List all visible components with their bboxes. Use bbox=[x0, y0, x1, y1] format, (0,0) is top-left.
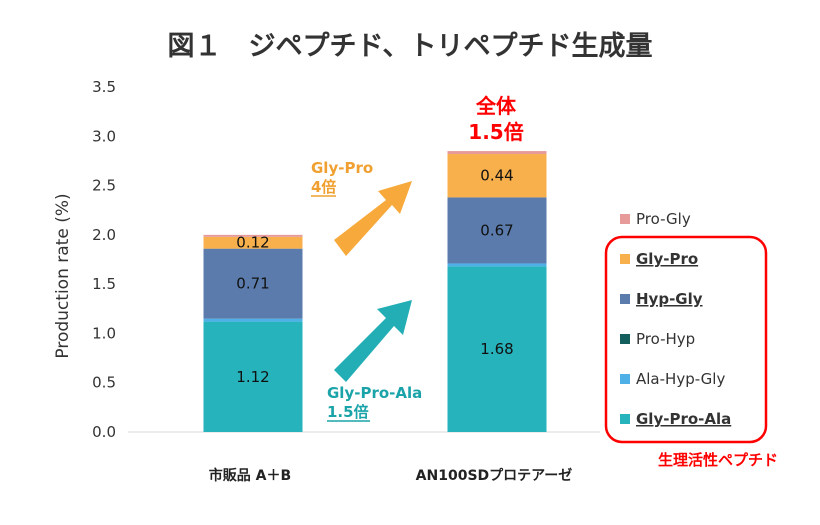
category-labels: 市販品 A＋B AN100SDプロテアーゼ bbox=[209, 467, 573, 484]
legend-swatch bbox=[620, 334, 630, 344]
bars bbox=[203, 151, 547, 432]
legend-entry: Pro-Hyp bbox=[636, 330, 695, 348]
bar-segment-hyp-gly bbox=[447, 197, 547, 264]
chart-title: 図１ ジペプチド、トリペプチド生成量 bbox=[168, 31, 653, 62]
y-tick-label: 0.0 bbox=[92, 423, 116, 441]
total-annotation-ratio: 1.5倍 bbox=[468, 120, 523, 144]
y-tick-label: 1.0 bbox=[92, 324, 116, 342]
y-axis-ticks: 0.0 0.5 1.0 1.5 2.0 2.5 3.0 3.5 bbox=[92, 78, 116, 441]
total-annotation-name: 全体 bbox=[475, 94, 517, 118]
legend-entry: Pro-Gly bbox=[636, 210, 691, 228]
bar-segment-gly-pro bbox=[447, 154, 547, 198]
bioactive-bracket bbox=[604, 235, 768, 444]
gly-pro-ala-arrow-icon bbox=[334, 300, 412, 382]
legend-entry: Ala-Hyp-Gly bbox=[636, 370, 725, 388]
category-label: 市販品 A＋B bbox=[209, 467, 291, 484]
bar-segment-gly-pro-ala bbox=[203, 321, 303, 432]
bar-segment-ala-hyp-gly bbox=[203, 318, 303, 322]
data-label: 0.12 bbox=[236, 234, 269, 252]
bar-segment-hyp-gly bbox=[203, 248, 303, 319]
bar-segment-ala-hyp-gly bbox=[447, 263, 547, 267]
bar-segment-pro-gly bbox=[447, 151, 547, 155]
y-axis-label: Production rate (%) bbox=[53, 193, 73, 358]
bioactive-label: 生理活性ペプチド bbox=[658, 451, 778, 469]
bar-segment-gly-pro bbox=[203, 236, 303, 249]
bar-segment-pro-gly bbox=[203, 234, 303, 237]
data-label: 1.12 bbox=[236, 368, 269, 386]
legend-entry: Gly-Pro bbox=[636, 250, 698, 268]
y-tick-label: 3.0 bbox=[92, 127, 116, 145]
segment-labels: 1.12 0.71 0.12 1.68 0.67 0.44 bbox=[236, 167, 513, 386]
data-label: 1.68 bbox=[480, 340, 513, 358]
legend-swatch bbox=[620, 214, 630, 224]
y-tick-label: 0.5 bbox=[92, 374, 116, 392]
gly-pro-ala-annotation-name: Gly-Pro-Ala bbox=[327, 384, 422, 402]
category-label: AN100SDプロテアーゼ bbox=[416, 467, 573, 484]
legend-entry: Hyp-Gly bbox=[636, 290, 703, 308]
data-label: 0.71 bbox=[236, 275, 269, 293]
bar-segment-gly-pro-ala bbox=[447, 266, 547, 432]
legend: Pro-Gly Gly-Pro Hyp-Gly Pro-Hyp Ala-Hyp-Gly G… bbox=[620, 210, 731, 428]
legend-swatch bbox=[620, 254, 630, 264]
gly-pro-annotation-ratio: 4倍 bbox=[311, 178, 336, 196]
gly-pro-ala-annotation-ratio: 1.5倍 bbox=[327, 403, 369, 421]
y-tick-label: 2.5 bbox=[92, 177, 116, 195]
data-label: 0.44 bbox=[480, 167, 513, 185]
gly-pro-arrow-icon bbox=[334, 181, 412, 256]
legend-swatch bbox=[620, 414, 630, 424]
gly-pro-annotation-name: Gly-Pro bbox=[311, 159, 373, 177]
legend-swatch bbox=[620, 374, 630, 384]
legend-swatch bbox=[620, 294, 630, 304]
y-tick-label: 1.5 bbox=[92, 275, 116, 293]
y-tick-label: 3.5 bbox=[92, 78, 116, 96]
data-label: 0.67 bbox=[480, 221, 513, 239]
legend-entry: Gly-Pro-Ala bbox=[636, 410, 731, 428]
y-tick-label: 2.0 bbox=[92, 226, 116, 244]
